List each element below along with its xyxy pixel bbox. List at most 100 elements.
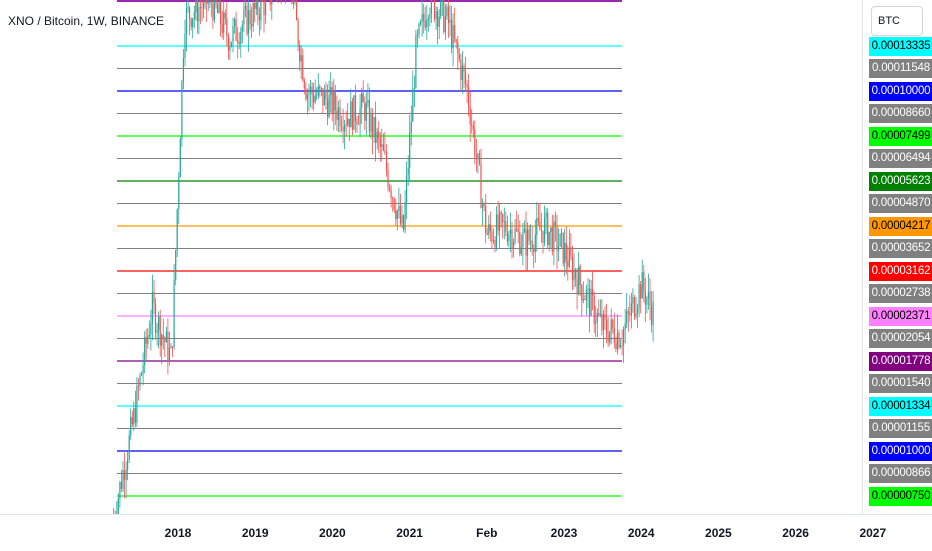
candle-body-68 [218, 1, 220, 14]
candle-body-280 [547, 212, 549, 246]
candle-body-160 [361, 93, 363, 108]
candle-body-260 [516, 228, 518, 231]
candle-body-209 [437, 11, 439, 27]
candle-body-343 [644, 291, 646, 305]
candle-body-275 [539, 221, 541, 231]
candle-body-8 [125, 469, 127, 480]
currency-selector[interactable]: BTC [871, 6, 923, 36]
time-tick-3: 2021 [396, 526, 423, 540]
candle-body-72 [224, 12, 226, 19]
candle-body-181 [393, 198, 395, 211]
candle-body-26 [153, 292, 155, 304]
candle-body-10 [128, 435, 130, 460]
candle-body-287 [557, 246, 560, 251]
candle-body-216 [447, 6, 450, 24]
candle-body-163 [365, 103, 367, 121]
candle-body-321 [610, 319, 612, 331]
candle-body-140 [330, 87, 332, 95]
candle-body-186 [401, 215, 403, 224]
candle-body-149 [344, 124, 346, 132]
candle-body-43 [179, 139, 181, 178]
candle-body-195 [415, 35, 417, 88]
candle-body-332 [627, 311, 629, 314]
candle-body-185 [399, 205, 401, 224]
candle-body-224 [460, 59, 462, 80]
candle-body-83 [241, 24, 243, 32]
candle-body-289 [561, 232, 563, 234]
candle-body-28 [156, 330, 158, 333]
price-label-14: 0.00001778 [869, 351, 932, 371]
candle-body-131 [316, 95, 318, 97]
candle-body-253 [505, 221, 507, 232]
candle-body-329 [623, 330, 625, 346]
candle-body-147 [340, 125, 343, 128]
candle-body-69 [220, 1, 222, 25]
candle-body-232 [472, 125, 474, 130]
candle-body-61 [207, 0, 209, 4]
candle-body-261 [517, 230, 519, 233]
candle-body-204 [429, 13, 431, 19]
price-label-12: 0.00002371 [869, 306, 932, 326]
price-scale[interactable]: BTC 0.00013335 0.00011548 0.00010000 0.0000… [862, 0, 932, 514]
candle-body-143 [334, 92, 336, 111]
candle-body-279 [545, 212, 547, 218]
candle-body-3 [117, 498, 119, 514]
candle-body-200 [423, 14, 425, 21]
time-tick-4: Feb [476, 526, 498, 540]
candle-body-269 [530, 240, 532, 242]
chart-canvas[interactable] [0, 0, 862, 514]
candle-body-281 [548, 231, 550, 246]
candle-body-277 [542, 230, 544, 243]
candle-body-242 [488, 224, 490, 235]
candle-body-297 [573, 269, 575, 281]
candle-body-273 [536, 218, 538, 236]
candle-body-218 [451, 19, 453, 49]
candle-body-42 [178, 177, 180, 210]
candle-body-40 [175, 250, 177, 281]
price-label-3: 0.00008660 [869, 104, 932, 123]
candle-body-307 [588, 288, 591, 316]
candle-body-213 [443, 0, 445, 32]
candle-body-24 [150, 324, 152, 335]
candle-body-220 [454, 25, 456, 40]
candle-body-308 [590, 288, 592, 316]
candle-body-340 [640, 284, 642, 299]
candle-body-236 [478, 153, 481, 164]
candle-body-87 [247, 10, 250, 34]
candle-body-34 [165, 331, 167, 343]
candle-body-21 [145, 337, 147, 344]
candle-body-36 [168, 348, 171, 362]
candle-body-319 [607, 333, 609, 343]
candle-body-241 [486, 233, 488, 235]
symbol-title: XNO / Bitcoin, 1W, BINANCE [6, 14, 167, 28]
candle-body-177 [387, 169, 389, 187]
candle-body-231 [471, 124, 473, 126]
candle-body-64 [212, 3, 214, 21]
candle-body-144 [336, 110, 338, 121]
candle-body-317 [604, 314, 606, 320]
candle-body-38 [172, 346, 174, 348]
candle-body-258 [513, 241, 515, 249]
candle-body-30 [159, 316, 161, 346]
candle-body-44 [181, 81, 183, 140]
candle-body-125 [306, 94, 308, 100]
candle-body-167 [371, 114, 374, 137]
candle-body-128 [311, 86, 313, 95]
candle-body-135 [322, 88, 324, 106]
candle-body-348 [652, 301, 654, 325]
candle-body-75 [229, 46, 231, 51]
candle-body-331 [626, 311, 628, 324]
candle-body-78 [234, 19, 236, 27]
candle-body-129 [313, 94, 315, 103]
time-axis[interactable]: 2018 2019 2020 2021 Feb 2023 2024 2025 2026 2027 [0, 514, 932, 551]
candle-body-146 [339, 107, 341, 126]
candle-body-189 [406, 174, 408, 203]
price-label-9: 0.00003652 [869, 239, 932, 258]
candle-body-14 [134, 408, 136, 423]
chart-area[interactable]: XNO / Bitcoin, 1W, BINANCE [0, 0, 862, 514]
candle-body-345 [647, 291, 649, 299]
candle-body-248 [497, 214, 499, 231]
candle-body-33 [164, 338, 166, 343]
price-label-18: 0.00001000 [869, 441, 932, 461]
candle-body-222 [457, 42, 459, 54]
